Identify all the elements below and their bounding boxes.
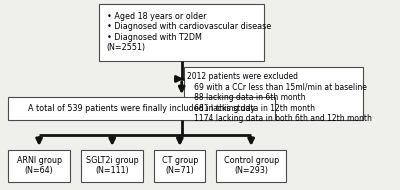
- Text: A total of 539 patients were finally included in this study: A total of 539 patients were finally inc…: [28, 104, 255, 113]
- FancyBboxPatch shape: [184, 67, 363, 120]
- FancyBboxPatch shape: [81, 150, 143, 182]
- FancyBboxPatch shape: [154, 150, 206, 182]
- FancyBboxPatch shape: [8, 97, 275, 120]
- Text: SGLT2i group
(N=111): SGLT2i group (N=111): [86, 156, 138, 175]
- FancyBboxPatch shape: [100, 5, 264, 61]
- FancyBboxPatch shape: [216, 150, 286, 182]
- Text: CT group
(N=71): CT group (N=71): [162, 156, 198, 175]
- FancyBboxPatch shape: [8, 150, 70, 182]
- Text: 2012 patients were excluded
   69 with a CCr less than 15ml/min at baseline
   8: 2012 patients were excluded 69 with a CC…: [187, 72, 372, 123]
- Text: ARNI group
(N=64): ARNI group (N=64): [16, 156, 62, 175]
- Text: Control group
(N=293): Control group (N=293): [224, 156, 279, 175]
- Text: • Aged 18 years or older
• Diagnosed with cardiovascular disease
• Diagnosed wit: • Aged 18 years or older • Diagnosed wit…: [107, 12, 271, 52]
